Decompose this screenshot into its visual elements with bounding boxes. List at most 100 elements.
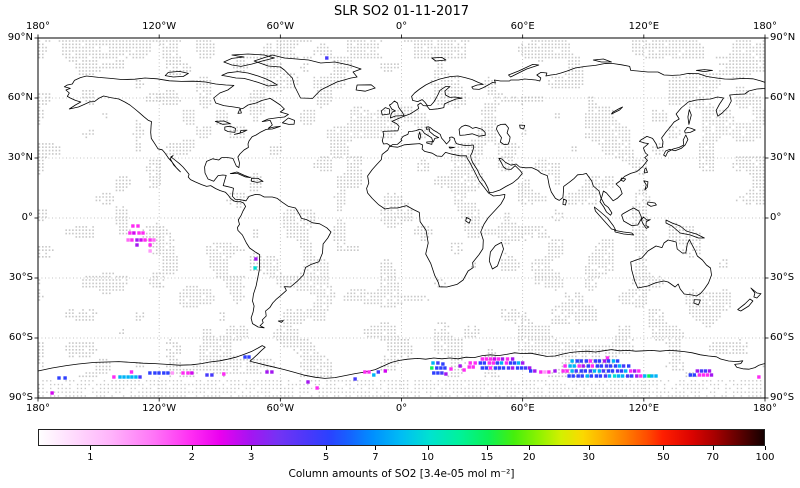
so2-data-point	[571, 374, 575, 378]
so2-data-point	[501, 366, 506, 370]
so2-data-point	[492, 357, 497, 361]
so2-data-point	[624, 369, 628, 373]
so2-data-point	[510, 357, 515, 361]
so2-data-point	[63, 376, 67, 380]
lat-tick-label-right: 0°	[770, 212, 782, 223]
so2-data-point	[757, 375, 761, 379]
colorbar: 1 2 3 5 7 10 15 20 30 50 70 100 Column amounts of S…	[38, 429, 775, 487]
lat-tick-label-right: 30°S	[770, 272, 795, 283]
so2-data-point	[363, 370, 367, 374]
so2-data-point	[148, 371, 152, 375]
so2-data-point	[647, 374, 651, 378]
so2-data-point	[616, 374, 621, 378]
so2-data-point	[589, 374, 593, 378]
colorbar-tick	[529, 446, 531, 450]
coastline	[355, 84, 376, 92]
so2-data-point	[520, 366, 524, 370]
so2-data-point	[139, 238, 143, 242]
so2-data-point	[495, 361, 500, 365]
so2-data-point	[190, 371, 194, 375]
coastline	[684, 127, 696, 134]
coastline	[695, 69, 713, 72]
so2-data-point	[568, 364, 572, 368]
so2-data-point	[440, 371, 444, 375]
so2-data-point	[607, 374, 612, 378]
so2-data-point	[482, 361, 486, 365]
colorbar-tick-label: 30	[582, 452, 595, 463]
so2-data-point	[627, 364, 631, 368]
so2-data-point	[306, 380, 310, 384]
coastline	[63, 75, 332, 329]
so2-data-point	[487, 361, 491, 365]
so2-data-point	[141, 231, 145, 235]
colorbar-tick-label: 5	[322, 452, 330, 463]
coastline	[488, 241, 504, 270]
so2-data-point	[604, 364, 609, 368]
so2-data-point	[443, 366, 447, 370]
coastline	[221, 71, 278, 87]
coastline	[224, 125, 236, 133]
so2-data-point	[134, 375, 138, 379]
lon-tick-label-bottom: 0°	[395, 403, 408, 414]
so2-data-point	[633, 369, 637, 373]
so2-data-point	[611, 359, 616, 363]
so2-data-point	[593, 359, 598, 363]
so2-data-point	[603, 374, 608, 378]
so2-data-point	[574, 369, 578, 373]
colorbar-tick	[191, 446, 193, 450]
coastline	[366, 143, 506, 288]
so2-data-point	[430, 366, 434, 370]
so2-data-point	[205, 373, 209, 377]
so2-data-point	[315, 386, 319, 390]
so2-data-point	[131, 224, 135, 228]
colorbar-tick-label: 100	[755, 452, 775, 463]
colorbar-tick-label: 7	[372, 452, 379, 463]
colorbar-tick-label: 50	[657, 452, 670, 463]
so2-data-point	[516, 361, 521, 365]
coastline	[277, 320, 284, 323]
so2-data-point	[162, 371, 166, 375]
coastline	[381, 88, 766, 216]
so2-data-point	[265, 370, 269, 374]
so2-data-point	[497, 366, 502, 370]
coastline	[750, 287, 762, 299]
so2-data-point	[504, 361, 509, 365]
so2-data-point	[493, 366, 498, 370]
coastline	[693, 299, 701, 306]
so2-data-point	[598, 374, 603, 378]
so2-data-point	[449, 367, 453, 371]
colorbar-tick-label: 2	[188, 452, 195, 463]
so2-data-point	[637, 369, 641, 373]
lat-tick-label-right: 60°N	[770, 92, 796, 103]
colorbar-tick	[487, 446, 488, 450]
so2-data-point	[458, 364, 462, 368]
coastline	[233, 129, 248, 135]
so2-data-point	[590, 364, 594, 368]
coastline	[630, 239, 712, 297]
so2-data-point	[136, 224, 140, 228]
so2-data-point	[697, 373, 702, 377]
coastline	[448, 146, 455, 149]
colorbar-tick	[427, 446, 429, 450]
so2-data-point	[376, 370, 380, 374]
coastline	[229, 171, 251, 179]
colorbar-tick	[765, 446, 766, 450]
coastline	[417, 131, 422, 140]
so2-data-point	[617, 364, 622, 368]
so2-data-point	[510, 366, 515, 370]
lat-tick-label-left: 90°N	[7, 32, 33, 43]
lat-tick-label-right: 90°N	[770, 32, 796, 43]
so2-data-point	[506, 366, 511, 370]
so2-data-point	[462, 368, 466, 372]
so2-data-point	[705, 373, 710, 377]
so2-data-point	[597, 359, 602, 363]
coastline	[687, 109, 692, 125]
so2-data-point	[50, 391, 54, 395]
colorbar-tick	[712, 446, 714, 450]
so2-data-point	[222, 372, 226, 376]
colorbar-tick-label: 1	[87, 452, 94, 463]
so2-data-point	[563, 364, 567, 368]
so2-data-point	[583, 369, 587, 373]
lon-tick-label-bottom: 120°W	[142, 403, 177, 414]
